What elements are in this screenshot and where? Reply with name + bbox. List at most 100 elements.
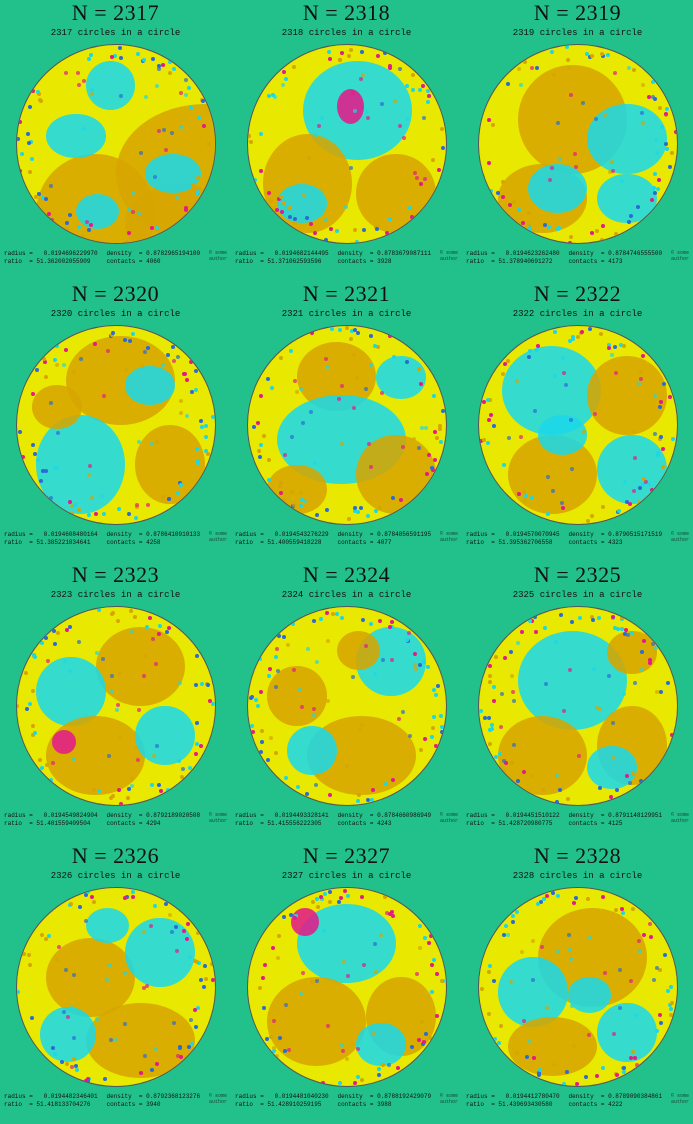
accent-dot — [499, 1024, 503, 1028]
accent-dot — [154, 1047, 158, 1051]
accent-dot — [194, 683, 198, 687]
accent-dot — [293, 379, 297, 383]
accent-dot — [64, 71, 68, 75]
accent-dot — [335, 612, 339, 616]
accent-dot — [127, 208, 131, 212]
stats-radius-ratio: radius = 0.0194549824904 ratio = 51.4015… — [4, 812, 98, 827]
accent-dot — [28, 170, 32, 174]
accent-dot — [428, 1036, 432, 1040]
accent-dot — [298, 688, 302, 692]
accent-dot — [631, 907, 635, 911]
accent-dot — [56, 431, 60, 435]
accent-dot — [78, 905, 82, 909]
accent-dot — [438, 427, 442, 431]
accent-dot — [567, 933, 571, 937]
accent-dot — [136, 52, 140, 56]
accent-dot — [87, 513, 91, 517]
accent-dot — [533, 615, 537, 619]
accent-dot — [482, 438, 486, 442]
color-patch — [86, 61, 136, 111]
accent-dot — [555, 774, 559, 778]
accent-dot — [632, 430, 636, 434]
accent-dot — [576, 335, 580, 339]
accent-dot — [607, 346, 611, 350]
accent-dot — [328, 57, 332, 61]
accent-dot — [250, 724, 254, 728]
accent-dot — [124, 368, 128, 372]
accent-dot — [181, 767, 185, 771]
accent-dot — [142, 58, 146, 62]
accent-dot — [668, 165, 672, 169]
stats-block: radius = 0.0194482346401 ratio = 51.4181… — [4, 1093, 227, 1108]
accent-dot — [323, 892, 327, 896]
stats-density-contacts: density = 0.8790515171519 contacts = 432… — [568, 531, 662, 546]
accent-dot — [671, 437, 675, 441]
accent-dot — [479, 709, 483, 713]
accent-dot — [28, 702, 32, 706]
accent-dot — [280, 210, 284, 214]
accent-dot — [545, 894, 549, 898]
accent-dot — [275, 1054, 279, 1058]
accent-dot — [53, 1052, 57, 1056]
accent-dot — [536, 902, 540, 906]
accent-dot — [434, 693, 438, 697]
accent-dot — [440, 979, 444, 983]
accent-dot — [362, 228, 366, 232]
accent-dot — [547, 225, 551, 229]
color-patch — [267, 666, 326, 725]
accent-dot — [349, 166, 353, 170]
accent-dot — [601, 224, 605, 228]
accent-dot — [487, 1012, 491, 1016]
accent-dot — [27, 141, 31, 145]
accent-dot — [364, 644, 368, 648]
accent-dot — [405, 117, 409, 121]
accent-dot — [36, 458, 40, 462]
accent-dot — [188, 955, 192, 959]
accent-dot — [283, 1049, 287, 1053]
accent-dot — [292, 668, 296, 672]
accent-dot — [628, 781, 632, 785]
accent-dot — [72, 757, 76, 761]
accent-dot — [133, 615, 137, 619]
accent-dot — [269, 736, 273, 740]
color-patch — [597, 435, 666, 504]
accent-dot — [527, 211, 531, 215]
accent-dot — [580, 330, 584, 334]
accent-dot — [293, 221, 297, 225]
stats-radius-ratio: radius = 0.0194412780470 ratio = 51.4396… — [466, 1093, 560, 1108]
accent-dot — [140, 364, 144, 368]
accent-dot — [620, 627, 624, 631]
accent-dot — [53, 642, 57, 646]
accent-dot — [206, 452, 210, 456]
accent-dot — [503, 362, 507, 366]
accent-dot — [190, 1042, 194, 1046]
credit-text: © some author — [209, 531, 227, 546]
accent-dot — [670, 151, 674, 155]
accent-dot — [601, 505, 605, 509]
accent-dot — [76, 71, 80, 75]
accent-dot — [127, 512, 131, 516]
accent-dot — [157, 783, 161, 787]
accent-dot — [316, 905, 320, 909]
subtitle: 2320 circles in a circle — [4, 309, 227, 319]
accent-dot — [418, 88, 422, 92]
accent-dot — [157, 67, 161, 71]
accent-dot — [275, 647, 279, 651]
accent-dot — [24, 671, 28, 675]
accent-dot — [601, 1066, 605, 1070]
credit-text: © some author — [671, 1093, 689, 1108]
accent-dot — [568, 668, 572, 672]
accent-dot — [64, 968, 68, 972]
circle-container — [478, 887, 678, 1087]
accent-dot — [433, 458, 437, 462]
accent-dot — [90, 92, 94, 96]
accent-dot — [553, 330, 557, 334]
accent-dot — [26, 132, 30, 136]
accent-dot — [185, 378, 189, 382]
accent-dot — [542, 897, 546, 901]
stats-density-contacts: density = 0.8782965194100 contacts = 406… — [106, 250, 200, 265]
accent-dot — [632, 68, 636, 72]
accent-dot — [111, 331, 115, 335]
accent-dot — [109, 1038, 113, 1042]
accent-dot — [569, 957, 573, 961]
